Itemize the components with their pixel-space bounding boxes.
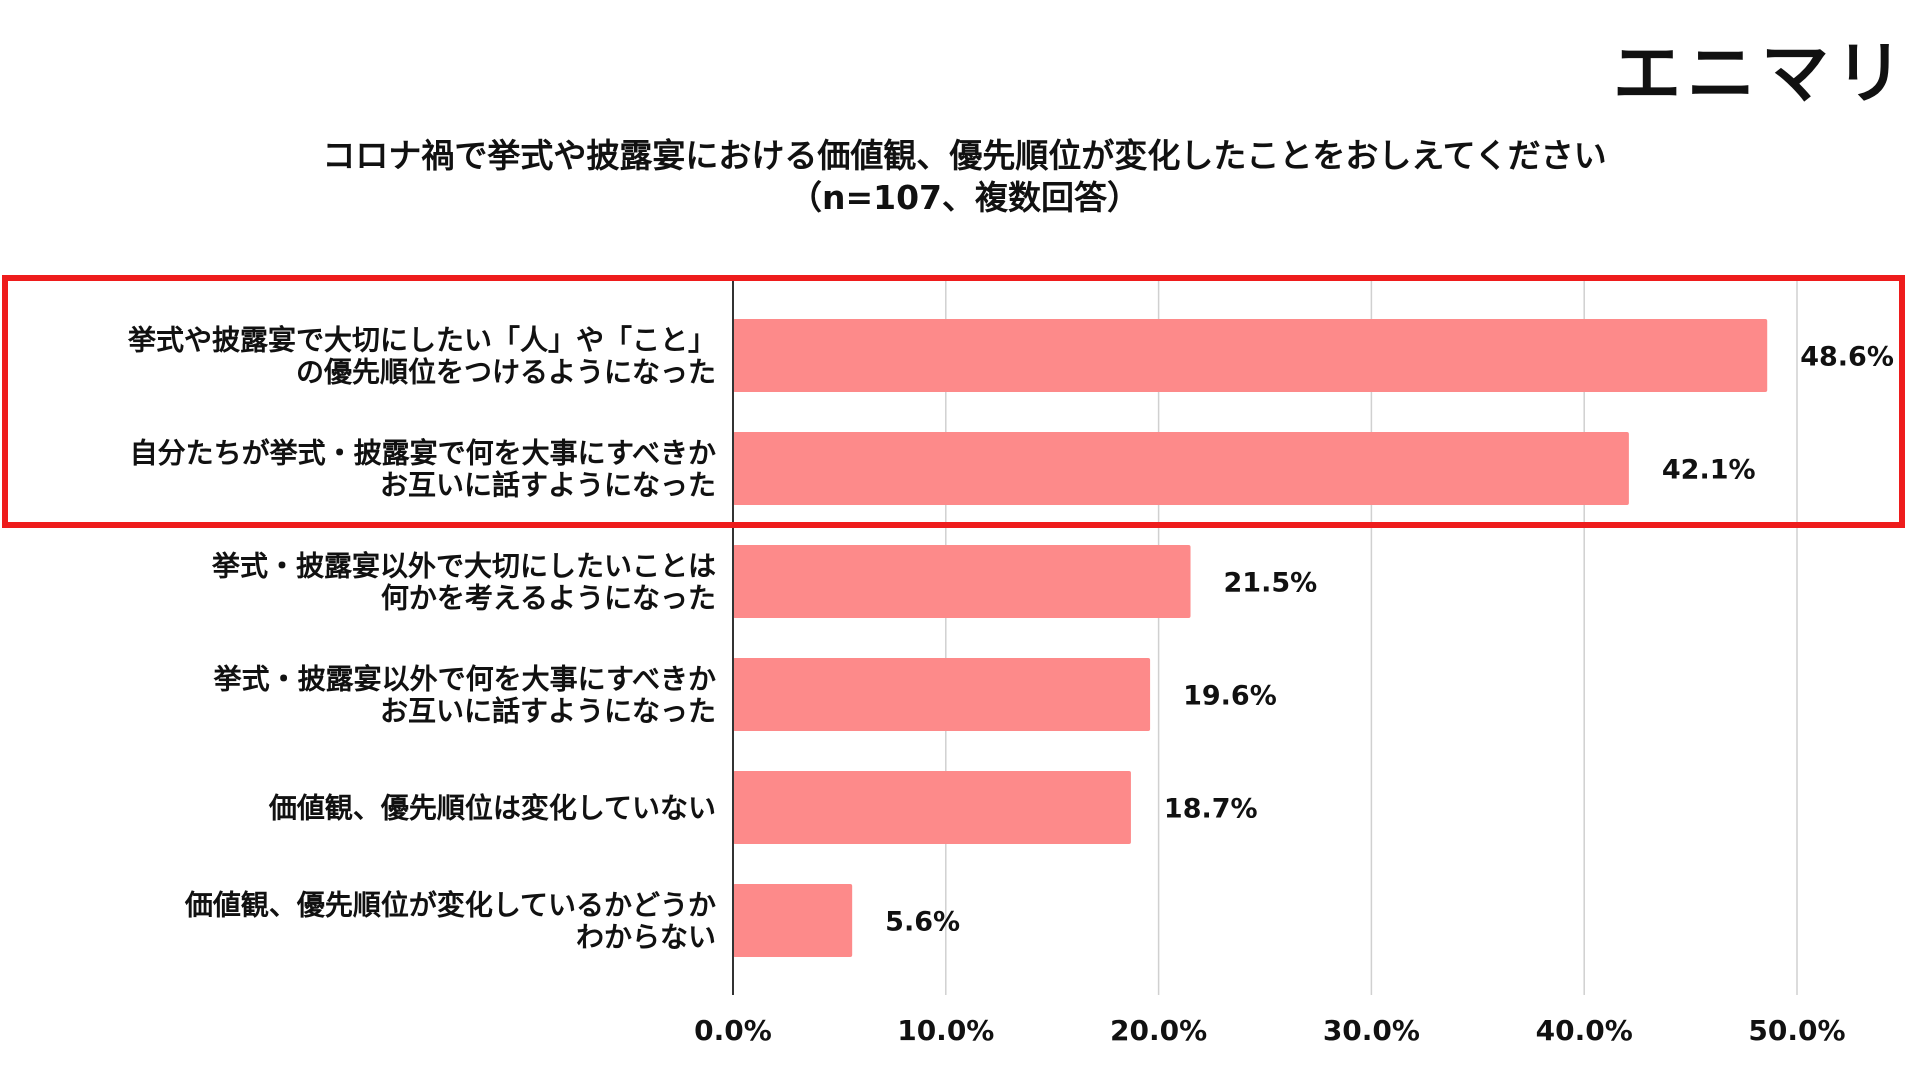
x-tick-label: 20.0%	[1110, 1014, 1207, 1047]
bar-0	[733, 319, 1768, 392]
category-label-5: わからない	[576, 921, 716, 954]
chart-title: コロナ禍で挙式や披露宴における価値観、優先順位が変化したことをおしえてください	[322, 136, 1607, 175]
category-label-3: 挙式・披露宴以外で何を大事にすべきか	[213, 663, 716, 696]
x-tick-label: 0.0%	[694, 1014, 772, 1047]
bar-3	[733, 658, 1151, 731]
category-label-0: 挙式や披露宴で大切にしたい「人」や「こと」	[127, 324, 716, 357]
category-label-1: お互いに話すようになった	[380, 469, 716, 502]
chart-title-block: コロナ禍で挙式や披露宴における価値観、優先順位が変化したことをおしえてください …	[0, 135, 1929, 219]
bar-4	[733, 771, 1131, 844]
x-tick-label: 10.0%	[897, 1014, 994, 1047]
bar-2	[733, 545, 1191, 618]
value-label-4: 18.7%	[1164, 794, 1258, 825]
value-label-5: 5.6%	[885, 907, 960, 938]
chart-subtitle: （n=107、複数回答）	[788, 178, 1141, 217]
category-label-4: 価値観、優先順位は変化していない	[268, 792, 716, 825]
bar-5	[733, 884, 853, 957]
category-label-2: 挙式・披露宴以外で大切にしたいことは	[211, 550, 716, 583]
x-tick-label: 40.0%	[1536, 1014, 1633, 1047]
category-label-2: 何かを考えるようになった	[381, 582, 716, 615]
x-tick-label: 50.0%	[1748, 1014, 1845, 1047]
value-label-3: 19.6%	[1183, 681, 1277, 712]
bar-1	[733, 432, 1629, 505]
value-label-2: 21.5%	[1224, 568, 1318, 599]
brand-logo: エニマリ	[1612, 35, 1909, 114]
category-label-1: 自分たちが挙式・披露宴で何を大事にすべきか	[130, 437, 716, 470]
category-label-3: お互いに話すようになった	[380, 695, 716, 728]
value-label-1: 42.1%	[1662, 455, 1756, 486]
category-label-5: 価値観、優先順位が変化しているかどうか	[184, 889, 716, 922]
x-tick-label: 30.0%	[1323, 1014, 1420, 1047]
category-label-0: の優先順位をつけるようになった	[296, 356, 716, 389]
value-label-0: 48.6%	[1800, 342, 1894, 373]
highlight-box	[2, 275, 1905, 528]
